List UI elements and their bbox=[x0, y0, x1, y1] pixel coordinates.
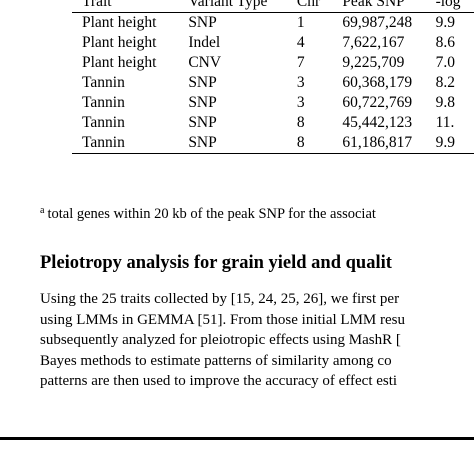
header-variant-type: Variant Type bbox=[188, 0, 268, 10]
body-line: subsequently analyzed for pleiotropic ef… bbox=[40, 332, 401, 348]
footnote-marker: a bbox=[40, 205, 45, 216]
cell-trait: Tannin bbox=[82, 94, 125, 111]
body-line: using LMMs in GEMMA [51]. From those ini… bbox=[40, 311, 406, 328]
section-heading: Pleiotropy analysis for grain yield and … bbox=[40, 253, 392, 273]
cell-trait: Tannin bbox=[82, 74, 125, 91]
cell-chr: 3 bbox=[296, 74, 305, 91]
table-row: Plant height CNV 7 9,225,709 7.0 bbox=[72, 53, 474, 73]
results-table-container: Trait Variant Type Chr Peak SNP -log Pla… bbox=[72, 0, 474, 154]
table-row: Tannin SNP 8 45,442,123 11. bbox=[72, 113, 474, 133]
cell-peak: 60,722,769 bbox=[342, 94, 413, 111]
cell-chr: 8 bbox=[296, 134, 305, 151]
cell-peak: 7,622,167 bbox=[342, 34, 405, 51]
page-bottom-rule bbox=[0, 437, 474, 440]
body-line: Bayes methods to estimate patterns of si… bbox=[40, 352, 392, 369]
cell-variant: SNP bbox=[188, 94, 217, 111]
cell-log: 8.2 bbox=[435, 74, 455, 91]
body-paragraph: Using the 25 traits collected by [15, 24… bbox=[40, 289, 405, 392]
table-row: Tannin SNP 3 60,368,179 8.2 bbox=[72, 73, 474, 93]
cell-variant: CNV bbox=[188, 54, 222, 71]
table-header-row: Trait Variant Type Chr Peak SNP -log bbox=[72, 0, 474, 13]
cell-log: 9.9 bbox=[435, 14, 455, 31]
cell-chr: 8 bbox=[296, 114, 305, 131]
cell-variant: SNP bbox=[188, 114, 217, 131]
cell-log: 11. bbox=[435, 114, 455, 131]
cell-chr: 7 bbox=[296, 54, 305, 71]
cell-chr: 1 bbox=[296, 14, 305, 31]
table-row: Plant height Indel 4 7,622,167 8.6 bbox=[72, 33, 474, 53]
cell-trait: Tannin bbox=[82, 134, 125, 151]
header-chr: Chr bbox=[296, 0, 321, 10]
cell-peak: 61,186,817 bbox=[342, 134, 413, 151]
cell-variant: SNP bbox=[188, 14, 217, 31]
cell-log: 7.0 bbox=[435, 54, 455, 71]
cell-chr: 3 bbox=[296, 94, 305, 111]
body-line: patterns are then used to improve the ac… bbox=[40, 373, 398, 389]
cell-variant: SNP bbox=[188, 134, 217, 151]
cell-variant: Indel bbox=[188, 34, 221, 51]
header-peak-snp: Peak SNP bbox=[342, 0, 405, 10]
cell-peak: 60,368,179 bbox=[342, 74, 413, 91]
footnote-text: total genes within 20 kb of the peak SNP… bbox=[47, 206, 376, 222]
table-row: Tannin SNP 8 61,186,817 9.9 bbox=[72, 133, 474, 154]
cell-trait: Plant height bbox=[82, 14, 157, 31]
cell-peak: 9,225,709 bbox=[342, 54, 405, 71]
results-table: Trait Variant Type Chr Peak SNP -log Pla… bbox=[72, 0, 474, 154]
table-footnote: a total genes within 20 kb of the peak SN… bbox=[40, 205, 376, 223]
cell-trait: Plant height bbox=[82, 54, 157, 71]
cell-trait: Plant height bbox=[82, 34, 157, 51]
cell-peak: 45,442,123 bbox=[342, 114, 413, 131]
cell-log: 9.8 bbox=[435, 94, 455, 111]
table-body: Plant height SNP 1 69,987,248 9.9 Plant … bbox=[72, 13, 474, 154]
cell-log: 9.9 bbox=[435, 134, 455, 151]
cell-log: 8.6 bbox=[435, 34, 455, 51]
cell-peak: 69,987,248 bbox=[342, 14, 413, 31]
header-trait: Trait bbox=[82, 0, 112, 10]
body-line: Using the 25 traits collected by [15, 24… bbox=[40, 291, 400, 307]
cell-variant: SNP bbox=[188, 74, 217, 91]
table-row: Tannin SNP 3 60,722,769 9.8 bbox=[72, 93, 474, 113]
table-row: Plant height SNP 1 69,987,248 9.9 bbox=[72, 13, 474, 34]
cell-trait: Tannin bbox=[82, 114, 125, 131]
header-neg-log: -log bbox=[435, 0, 461, 10]
cell-chr: 4 bbox=[296, 34, 305, 51]
